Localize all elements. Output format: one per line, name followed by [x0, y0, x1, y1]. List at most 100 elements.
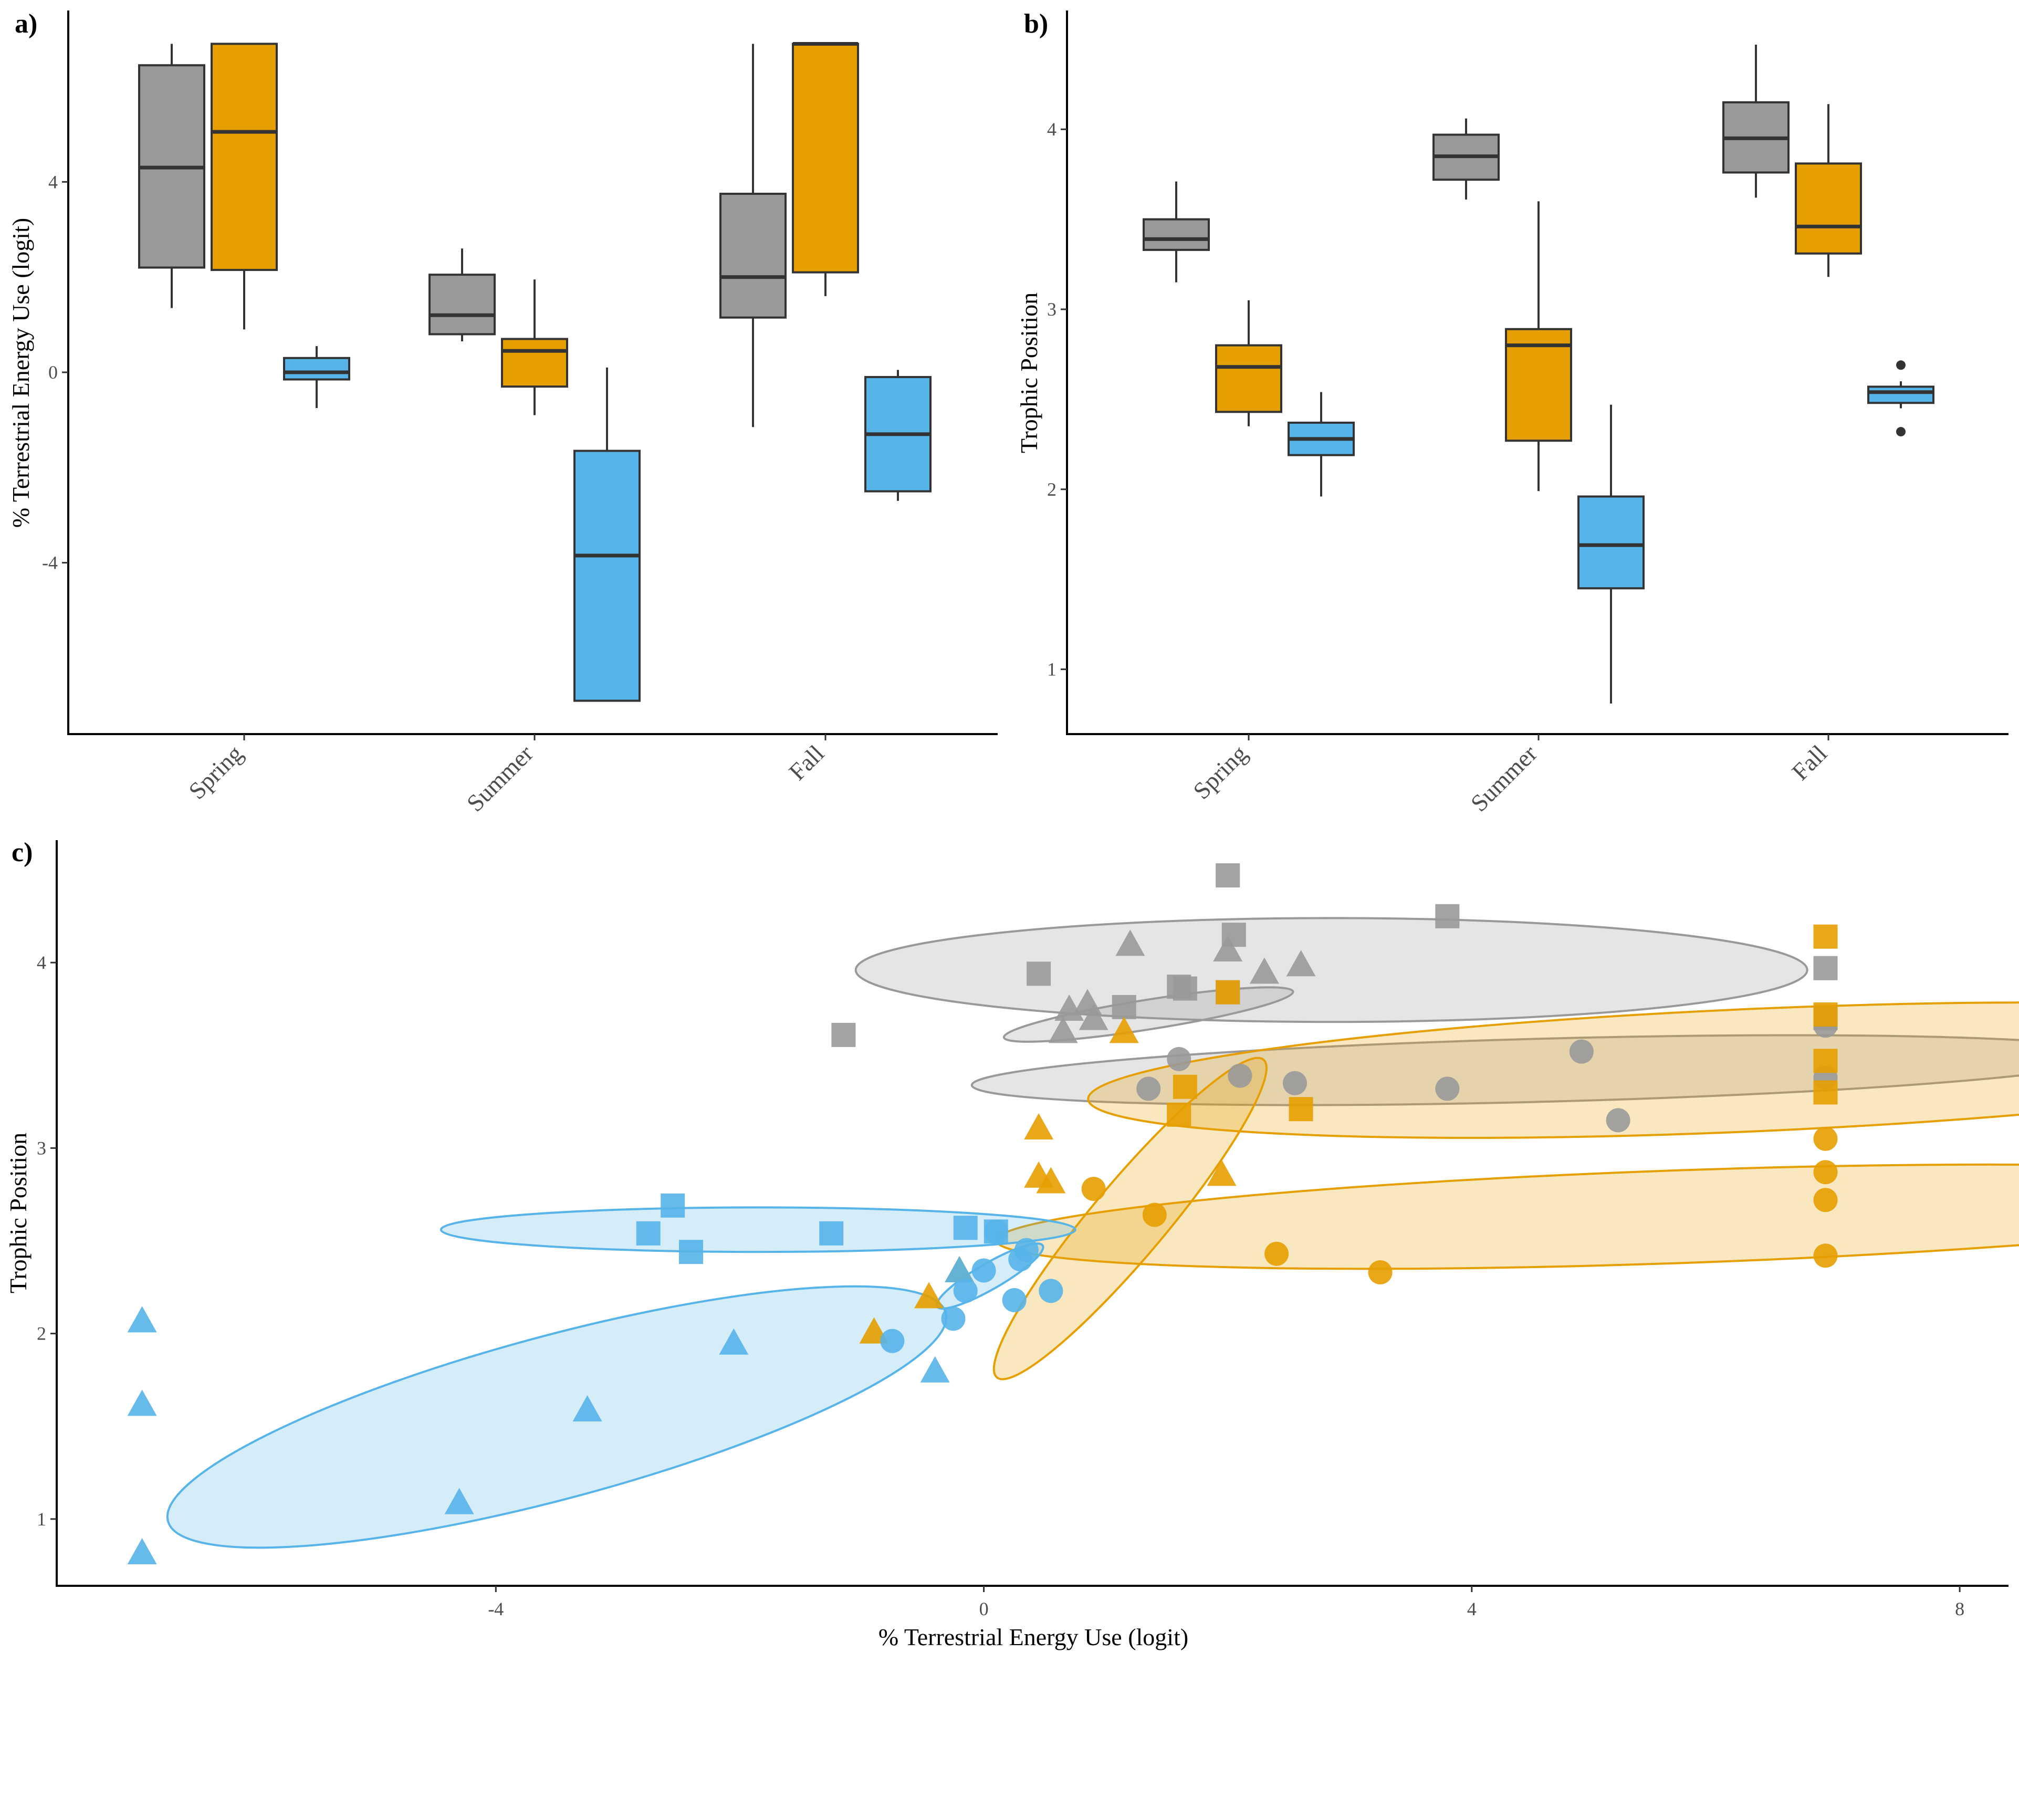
- panel-label-c: c): [12, 838, 33, 867]
- panel-c-ticks: 1 2 3 4 -4 0 4 8: [37, 952, 1964, 1619]
- point-gray-summer: [1228, 1063, 1252, 1088]
- box-body: [573, 449, 641, 702]
- point-orange-spring: [1036, 1167, 1066, 1194]
- point-blue-fall: [661, 1193, 685, 1218]
- box-summer-gray: [428, 248, 496, 342]
- panel-a-boxplot: % Terrestrial Energy Use (logit) -4 0 4 Spr…: [7, 11, 998, 817]
- point-gray-fall: [1173, 976, 1197, 1001]
- x-tick-label-summer: Summer: [1466, 740, 1542, 817]
- point-blue-summer: [971, 1258, 996, 1283]
- point-blue-summer: [953, 1279, 978, 1303]
- box-body: [428, 274, 496, 336]
- ellipse-blue-6: [440, 1206, 1076, 1253]
- point-blue-fall: [819, 1221, 844, 1246]
- point-orange-summer: [1368, 1260, 1393, 1285]
- point-gray-spring: [1249, 957, 1279, 984]
- x-tick-label: 4: [1467, 1598, 1477, 1619]
- point-orange-fall: [1173, 1074, 1197, 1099]
- point-gray-fall: [831, 1022, 856, 1047]
- box-fall-blue: [1867, 381, 1934, 409]
- point-gray-spring: [1115, 929, 1145, 956]
- point-gray-spring: [1079, 1003, 1108, 1030]
- point-gray-summer: [1167, 1047, 1191, 1071]
- x-tick-label-fall: Fall: [783, 740, 829, 786]
- box-fall-orange: [1795, 104, 1862, 277]
- box-summer-blue: [573, 367, 641, 702]
- point-orange-summer: [1264, 1241, 1289, 1266]
- point-gray-summer: [1136, 1076, 1161, 1101]
- point-blue-summer: [1002, 1288, 1027, 1313]
- panel-c-scatter: Trophic Position % Terrestrial Energy Us…: [5, 840, 2019, 1650]
- panel-label-b: b): [1024, 9, 1048, 39]
- ellipse-orange-3: [1087, 1001, 2019, 1139]
- y-tick-label: 3: [1047, 299, 1056, 320]
- point-blue-spring: [719, 1328, 749, 1355]
- x-tick-label: 8: [1955, 1598, 1964, 1619]
- y-tick-label: 1: [37, 1509, 46, 1530]
- ellipse-gray-0: [854, 917, 1808, 1023]
- point-orange-spring: [1024, 1113, 1054, 1140]
- point-gray-spring: [1048, 1017, 1078, 1043]
- box-spring-blue: [1288, 392, 1355, 497]
- box-fall-blue: [864, 370, 932, 501]
- point-orange-fall: [1813, 1080, 1838, 1105]
- y-tick-label: 3: [37, 1137, 46, 1158]
- y-tick-label: 0: [48, 362, 58, 383]
- point-blue-spring: [945, 1256, 975, 1283]
- point-blue-spring: [444, 1488, 474, 1514]
- box-spring-orange: [1215, 300, 1282, 426]
- point-gray-fall: [1027, 961, 1051, 986]
- box-body: [211, 43, 278, 271]
- box-body: [501, 338, 568, 388]
- box-body: [792, 43, 859, 274]
- x-tick-label-spring: Spring: [1188, 740, 1252, 804]
- y-tick-label: 4: [48, 171, 58, 192]
- point-orange-summer: [1813, 1126, 1838, 1151]
- outlier-point: [1896, 427, 1906, 437]
- box-summer-blue: [1577, 404, 1645, 704]
- panel-b-boxes: [1143, 45, 1934, 704]
- panel-c-points: [127, 863, 1838, 1564]
- point-gray-spring: [1286, 950, 1316, 977]
- panel-c-y-title: Trophic Position: [5, 1133, 32, 1293]
- point-orange-spring: [1207, 1159, 1237, 1186]
- panel-c-x-title: % Terrestrial Energy Use (logit): [878, 1624, 1188, 1650]
- box-fall-gray: [1722, 45, 1790, 198]
- point-orange-fall: [1813, 924, 1838, 949]
- box-fall-orange: [792, 41, 859, 296]
- y-tick-label: 4: [1047, 119, 1056, 140]
- point-orange-summer: [1813, 1243, 1838, 1268]
- box-spring-orange: [211, 43, 278, 330]
- panel-label-a: a): [15, 9, 37, 39]
- point-gray-fall: [1435, 904, 1460, 928]
- box-body: [1505, 328, 1572, 442]
- x-tick-label-spring: Spring: [183, 740, 248, 804]
- point-blue-fall: [679, 1240, 704, 1264]
- point-blue-summer: [1008, 1247, 1033, 1272]
- panel-b-y-title: Trophic Position: [1016, 292, 1042, 453]
- point-orange-fall: [1289, 1097, 1313, 1122]
- point-orange-spring: [1109, 1017, 1139, 1043]
- box-spring-blue: [283, 346, 350, 408]
- point-gray-summer: [1569, 1039, 1594, 1064]
- point-orange-summer: [1142, 1202, 1167, 1227]
- point-gray-spring: [1213, 935, 1243, 961]
- point-orange-spring: [914, 1282, 944, 1309]
- panel-a-boxes: [138, 41, 932, 702]
- point-gray-fall: [1813, 956, 1838, 980]
- x-tick-label-summer: Summer: [462, 740, 538, 817]
- point-blue-summer: [880, 1329, 905, 1353]
- point-orange-fall: [1167, 1102, 1191, 1127]
- y-tick-label: 2: [1047, 479, 1056, 500]
- box-body: [1215, 344, 1282, 413]
- point-blue-fall: [636, 1221, 661, 1246]
- point-blue-spring: [920, 1356, 950, 1383]
- panel-a-y-title: % Terrestrial Energy Use (logit): [7, 218, 34, 528]
- box-fall-gray: [719, 44, 787, 427]
- box-body: [283, 357, 350, 381]
- panel-c-ellipses: [166, 917, 2019, 1549]
- point-orange-summer: [1813, 1188, 1838, 1212]
- point-blue-fall: [953, 1216, 978, 1240]
- point-blue-spring: [127, 1389, 157, 1416]
- point-orange-fall: [1813, 1049, 1838, 1073]
